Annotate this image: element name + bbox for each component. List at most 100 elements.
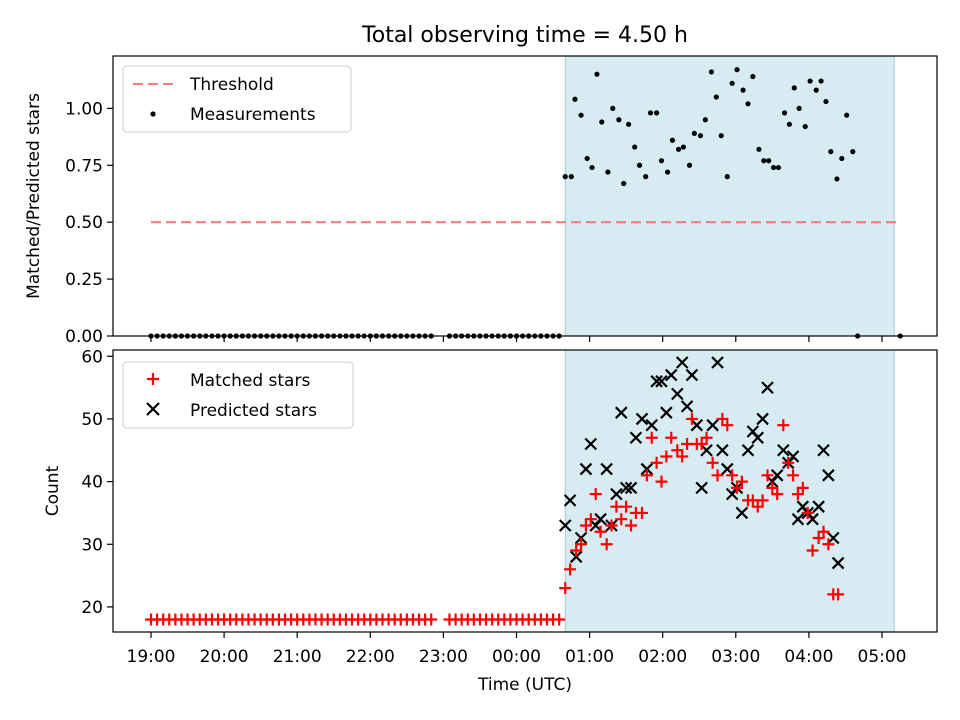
count-x-tick-label: 01:00 [565,647,614,667]
matched-star-point [655,475,668,488]
predicted-star-point [650,375,663,388]
matched-star-point [700,431,713,444]
observing-window-span-top [564,55,895,337]
measurement-point [632,144,638,150]
count-legend-box [122,361,354,429]
count-x-tick-label: 23:00 [419,647,468,667]
predicted-star-point [711,356,724,369]
count-y-tick-label: 40 [81,473,103,493]
measurement-point [713,94,719,100]
predicted-star-point [664,368,678,382]
predicted-star-point [563,494,577,507]
predicted-star-point [558,519,572,532]
legend-predicted-label: Predicted stars [190,401,317,421]
matched-star-point [706,456,719,469]
matched-star-point [553,613,566,626]
count-x-ticks: 19:00 20:00 21:00 22:00 23:00 00:00 01:00 02:00… [127,632,907,667]
count-y-tick-label: 60 [81,347,103,367]
predicted-star-point [629,431,643,445]
measurement-point [724,174,730,180]
count-y-tick-label: 20 [81,598,103,618]
measurement-point [675,146,682,152]
matched-star-point [761,469,774,482]
matched-star-point [570,544,583,557]
measurement-point [823,98,829,105]
measurement-point [664,169,671,175]
predicted-star-point [741,443,755,457]
matched-star-point [575,538,588,551]
measurement-point [654,110,660,116]
matched-star-point [600,538,613,551]
measurement-point [658,158,665,164]
matched-star-point [620,500,633,513]
measurement-point [647,110,654,116]
matched-star-point [584,513,597,526]
predicted-star-point [675,356,689,369]
predicted-star-point [619,481,633,495]
measurement-point [599,119,605,125]
ratio-y-tick-label: 0.00 [65,327,103,347]
matched-star-point [726,469,739,482]
predicted-star-point [671,387,684,401]
count-y-ticks: 20 30 40 50 60 [81,347,113,618]
measurement-point [625,121,632,127]
matched-star-point [579,519,592,532]
matched-star-point [731,481,744,494]
measurement-point [572,96,578,102]
predicted-star-point [822,469,835,482]
matched-star-point [589,488,602,501]
measurement-point [702,117,708,123]
measurement-point [844,112,850,118]
measurement-point [786,121,793,127]
matched-star-point [806,544,819,557]
matched-star-point [771,488,784,501]
measurement-point [680,144,687,150]
matched-star-point [625,519,638,532]
measurement-point [578,112,584,118]
measurement-point [589,164,595,171]
measurement-point [616,117,622,123]
predicted-star-point [716,443,729,457]
legend-predicted-swatch [146,402,160,416]
predicted-star-point [584,437,598,451]
ratio-y-tick-label: 0.75 [65,156,103,176]
measurement-point [610,105,616,111]
matched-star-point [615,513,628,526]
matched-star-point [665,431,678,444]
count-x-tick-label: 05:00 [858,647,907,667]
matched-star-point [685,412,698,425]
matched-star-point [817,525,830,538]
matched-star-point [812,532,825,544]
matched-star-point [782,456,795,469]
predicted-star-point [777,443,790,457]
predicted-star-point [735,506,749,520]
predicted-star-point [579,462,593,476]
count-x-tick-label: 02:00 [638,647,687,667]
measurement-point [740,87,746,93]
measurement-point [636,162,643,168]
predicted-star-point [791,512,805,526]
matched-star-point [660,450,673,463]
predicted-star-point [720,462,734,476]
measurement-point [691,130,697,136]
predicted-star-point [770,469,784,482]
measurement-point [718,133,724,139]
predicted-star-point [812,500,825,513]
predicted-star-point [574,531,588,545]
measurement-point [605,169,611,175]
legend-matched-swatch [147,373,159,385]
matched-star-point [796,481,809,494]
matched-star-point [777,419,790,432]
matched-stars-points [145,412,845,626]
legend-matched-label: Matched stars [190,371,310,391]
matched-star-point [751,500,764,513]
count-y-tick-label: 50 [81,410,103,430]
predicted-star-point [806,512,819,526]
predicted-star-point [695,481,708,495]
matched-star-point [832,588,845,601]
predicted-star-point [817,443,830,457]
matched-star-point [650,456,663,469]
predicted-star-point [640,462,654,476]
count-axes-frame [112,349,938,633]
